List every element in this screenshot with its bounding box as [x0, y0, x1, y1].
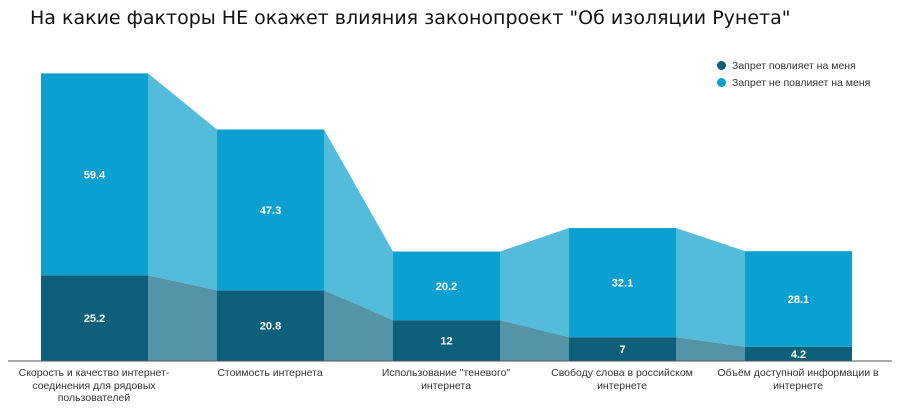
data-label: 20.2 [436, 281, 457, 293]
connector-lower [148, 275, 217, 361]
legend-marker [717, 61, 726, 70]
legend: Запрет повлияет на меня Запрет не повлия… [717, 57, 870, 91]
legend-marker [717, 78, 726, 87]
connector-upper [500, 228, 569, 338]
chart-title: На какие факторы НЕ окажет влияния закон… [30, 7, 791, 29]
x-tick-label: Стоимость интернета [217, 367, 323, 379]
data-label: 12 [440, 336, 452, 348]
connector-lower [500, 320, 569, 361]
connector-upper [148, 73, 217, 291]
x-tick-label: Использование "теневого" интернета [381, 367, 511, 392]
x-axis-labels: Скорость и качество интернет-соединения … [0, 367, 900, 417]
connector-upper [676, 228, 745, 347]
data-label: 59.4 [84, 169, 106, 181]
data-label: 7 [619, 344, 625, 356]
bar-affects [41, 275, 148, 361]
value-label-layer: 25.2 59.4 20.8 47.3 12 20.2 7 32.1 4.2 28.1 [84, 169, 809, 361]
bar-affects [217, 290, 324, 361]
data-label: 28.1 [788, 294, 809, 306]
connector-upper [324, 129, 393, 321]
bar-affects [745, 346, 852, 361]
bar-no-effect [41, 73, 148, 276]
x-tick-label: Свободу слова в российском интернете [551, 367, 693, 392]
bar-affects [569, 337, 676, 361]
data-label: 20.8 [260, 321, 281, 333]
connector-layer [148, 73, 745, 361]
legend-label: Запрет повлияет на меня [732, 59, 856, 72]
x-tick-label: Объём доступной информации в интернете [717, 367, 879, 392]
bar-no-effect [569, 228, 676, 338]
x-tick-label: Скорость и качество интернет-соединения … [18, 367, 170, 404]
data-label: 32.1 [612, 278, 633, 290]
data-label: 25.2 [84, 313, 105, 325]
bar-no-effect [745, 251, 852, 347]
legend-label: Запрет не повлияет на меня [732, 76, 871, 89]
legend-item-no-effect: Запрет не повлияет на меня [717, 74, 870, 91]
bar-no-effect [217, 129, 324, 291]
data-label: 4.2 [791, 349, 806, 361]
legend-item-affects: Запрет повлияет на меня [717, 57, 870, 74]
connector-lower [676, 337, 745, 361]
bar-affects [393, 320, 500, 361]
bar-layer [41, 73, 852, 361]
data-label: 47.3 [260, 205, 281, 217]
bar-no-effect [393, 251, 500, 321]
connector-lower [324, 290, 393, 361]
